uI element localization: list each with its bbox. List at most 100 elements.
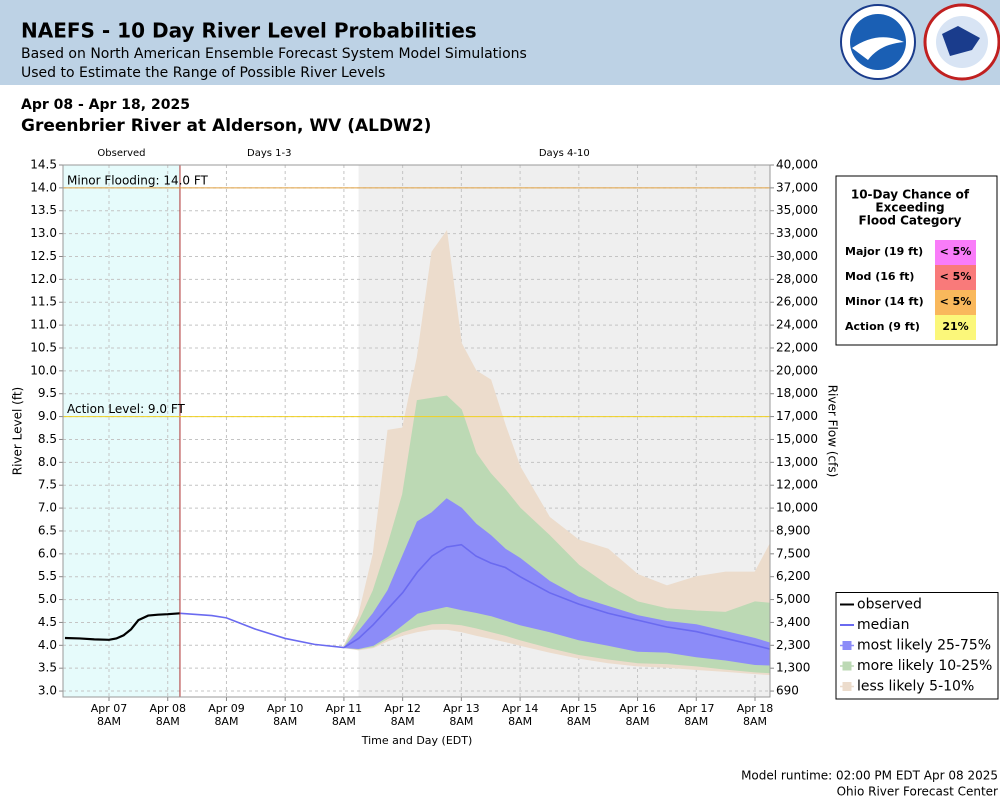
prob-category: Minor (14 ft)	[845, 295, 924, 308]
prob-cell	[935, 265, 976, 290]
prob-chance: < 5%	[940, 245, 972, 258]
prob-cell	[935, 315, 976, 340]
y2-tick-label: 10,000	[776, 501, 818, 515]
y-tick-label: 9.5	[38, 386, 57, 400]
x-tick-label: Apr 10	[267, 702, 304, 715]
y2-tick-label: 5,000	[776, 592, 810, 606]
y-tick-label: 8.5	[38, 432, 57, 446]
header-title: NAEFS - 10 Day River Level Probabilities	[21, 19, 477, 43]
y2-tick-label: 6,200	[776, 569, 810, 583]
x-tick-label: Apr 09	[208, 702, 245, 715]
y-tick-label: 11.5	[30, 295, 57, 309]
x-tick-label: Apr 12	[384, 702, 421, 715]
x-tick-label: Apr 13	[443, 702, 480, 715]
y-tick-label: 9.0	[38, 409, 57, 423]
y2-tick-label: 1,300	[776, 661, 810, 675]
y-tick-label: 10.5	[30, 340, 57, 354]
y-tick-label: 7.5	[38, 478, 57, 492]
legend-swatch	[842, 661, 852, 671]
y-tick-label: 12.0	[30, 272, 57, 286]
y-axis-label: River Level (ft)	[11, 387, 25, 475]
prob-category: Mod (16 ft)	[845, 270, 914, 283]
y2-tick-label: 3,400	[776, 615, 810, 629]
date-range: Apr 08 - Apr 18, 2025	[21, 97, 190, 113]
x-tick-label: Apr 18	[737, 702, 774, 715]
x-tick-label: Apr 16	[619, 702, 656, 715]
x-tick-label: 8AM	[214, 715, 238, 728]
x-tick-label: Apr 08	[149, 702, 186, 715]
prob-table-title: Exceeding	[875, 201, 944, 215]
legend-swatch	[842, 682, 852, 691]
y2-tick-label: 22,000	[776, 340, 818, 354]
legend-label: more likely 10-25%	[857, 658, 992, 674]
x-tick-label: Apr 14	[502, 702, 539, 715]
header-subtitle: Used to Estimate the Range of Possible R…	[21, 65, 385, 81]
legend-swatch	[842, 641, 852, 650]
threshold-label: Minor Flooding: 14.0 FT	[67, 173, 209, 187]
y-tick-label: 3.0	[38, 684, 57, 698]
y-tick-label: 14.0	[30, 180, 57, 194]
legend-label: median	[857, 617, 909, 633]
y2-tick-label: 30,000	[776, 249, 818, 263]
x-tick-label: 8AM	[332, 715, 356, 728]
x-tick-label: 8AM	[391, 715, 415, 728]
prob-cell	[935, 240, 976, 265]
footer-runtime: Model runtime: 02:00 PM EDT Apr 08 2025	[741, 769, 998, 783]
y2-tick-label: 26,000	[776, 295, 818, 309]
x-tick-label: 8AM	[626, 715, 650, 728]
y2-tick-label: 2,300	[776, 638, 810, 652]
y-tick-label: 8.0	[38, 455, 57, 469]
x-tick-label: 8AM	[743, 715, 767, 728]
prob-chance: < 5%	[940, 295, 972, 308]
y-tick-label: 3.5	[38, 661, 57, 675]
legend-label: most likely 25-75%	[857, 638, 991, 654]
y2-axis-label: River Flow (cfs)	[826, 385, 840, 478]
y-tick-label: 13.0	[30, 226, 57, 240]
y2-tick-label: 24,000	[776, 318, 818, 332]
y2-tick-label: 20,000	[776, 363, 818, 377]
x-tick-label: 8AM	[684, 715, 708, 728]
header-band	[0, 0, 1000, 85]
y-tick-label: 5.0	[38, 592, 57, 606]
y2-tick-label: 17,000	[776, 409, 818, 423]
y2-tick-label: 15,000	[776, 432, 818, 446]
x-tick-label: 8AM	[567, 715, 591, 728]
noaa-logo	[840, 4, 916, 80]
legend-label: less likely 5-10%	[857, 679, 974, 695]
y-tick-label: 6.0	[38, 546, 57, 560]
region-label: Days 1-3	[247, 148, 291, 159]
y-tick-label: 14.5	[30, 158, 57, 172]
y-tick-label: 13.5	[30, 203, 57, 217]
footer-center: Ohio River Forecast Center	[837, 785, 998, 799]
y2-tick-label: 33,000	[776, 226, 818, 240]
station-title: Greenbrier River at Alderson, WV (ALDW2)	[21, 116, 431, 136]
threshold-label: Action Level: 9.0 FT	[67, 402, 186, 416]
y2-tick-label: 28,000	[776, 272, 818, 286]
y-tick-label: 10.0	[30, 363, 57, 377]
x-tick-label: 8AM	[273, 715, 297, 728]
prob-category: Major (19 ft)	[845, 245, 923, 258]
header-subtitle: Based on North American Ensemble Forecas…	[21, 46, 527, 62]
y-tick-label: 11.0	[30, 318, 57, 332]
y2-tick-label: 40,000	[776, 158, 818, 172]
prob-category: Action (9 ft)	[845, 320, 920, 333]
series-line	[64, 612, 181, 641]
region	[179, 165, 359, 697]
x-tick-label: Apr 11	[326, 702, 363, 715]
x-tick-label: Apr 07	[91, 702, 128, 715]
y-tick-label: 7.0	[38, 501, 57, 515]
x-tick-label: 8AM	[156, 715, 180, 728]
nws-logo	[923, 3, 1000, 81]
region-label: Observed	[97, 148, 145, 159]
plot-frame	[62, 164, 771, 698]
y2-tick-label: 8,900	[776, 523, 810, 537]
y2-tick-label: 18,000	[776, 386, 818, 400]
x-tick-label: 8AM	[508, 715, 532, 728]
y-tick-label: 6.5	[38, 523, 57, 537]
y2-tick-label: 35,000	[776, 203, 818, 217]
y-tick-label: 12.5	[30, 249, 57, 263]
y-tick-label: 5.5	[38, 569, 57, 583]
y2-tick-label: 7,500	[776, 546, 810, 560]
